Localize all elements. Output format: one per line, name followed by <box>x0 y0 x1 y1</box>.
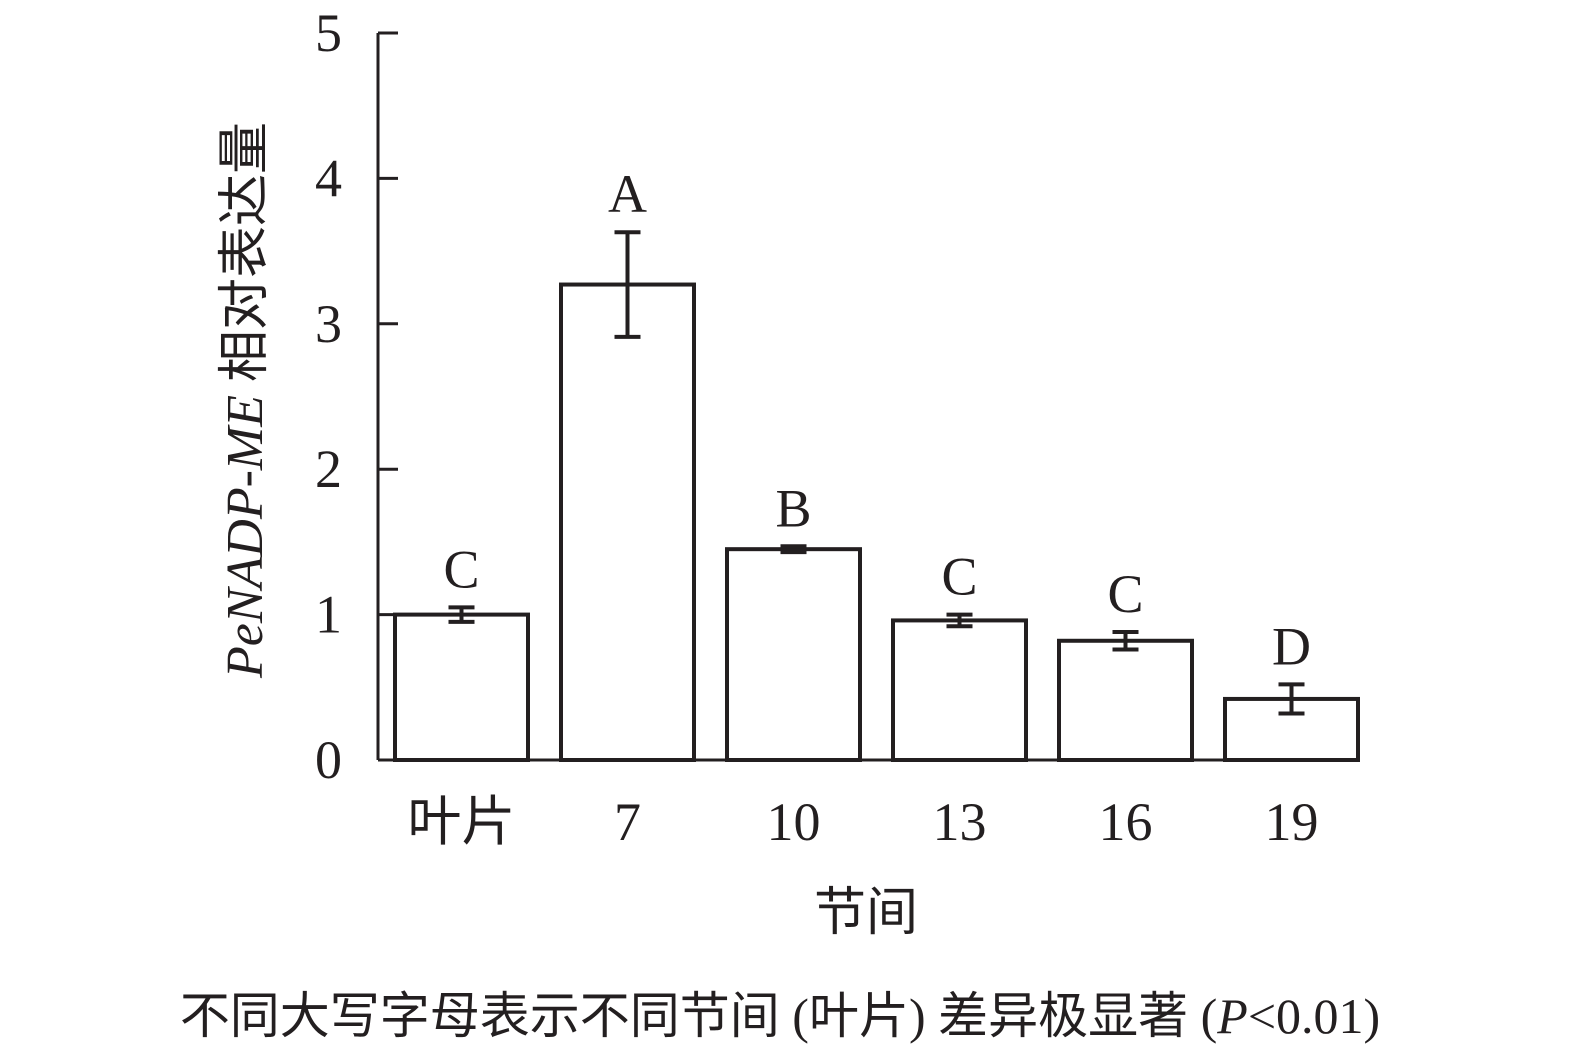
significance-letter: C <box>443 539 479 599</box>
bar <box>559 282 696 762</box>
significance-labels: C A B C C D <box>443 164 1311 676</box>
y-tick-label: 2 <box>315 439 342 499</box>
y-ticks: 0 1 2 3 4 5 <box>315 3 398 790</box>
y-tick-label: 0 <box>315 730 342 790</box>
x-category-label: 13 <box>933 792 987 852</box>
y-tick-label: 5 <box>315 3 342 63</box>
error-bars <box>448 230 1305 716</box>
x-category-label: 16 <box>1099 792 1153 852</box>
x-category-label: 10 <box>767 792 821 852</box>
y-tick-label: 3 <box>315 294 342 354</box>
axes <box>376 33 1360 762</box>
x-category-label: 7 <box>614 792 641 852</box>
significance-letter: C <box>1107 564 1143 624</box>
bars <box>393 282 1360 763</box>
y-tick-label: 1 <box>315 585 342 645</box>
bar <box>393 612 530 762</box>
significance-letter: D <box>1272 616 1311 676</box>
x-category-label: 19 <box>1265 792 1319 852</box>
significance-letter: B <box>775 478 811 538</box>
significance-letter: A <box>608 164 647 224</box>
y-axis-title: PeNADP-ME 相对表达量 <box>217 122 274 679</box>
y-tick-label: 4 <box>315 148 342 208</box>
bar <box>725 547 862 762</box>
x-axis-title: 节间 <box>814 885 918 942</box>
category-labels: 叶片 7 10 13 16 19 <box>408 792 1319 852</box>
x-category-label: 叶片 <box>408 792 516 852</box>
bar <box>1057 638 1194 762</box>
significance-letter: C <box>941 547 977 607</box>
bar <box>891 618 1028 763</box>
footnote: 不同大写字母表示不同节间 (叶片) 差异极显著 (P<0.01) <box>180 988 1380 1044</box>
